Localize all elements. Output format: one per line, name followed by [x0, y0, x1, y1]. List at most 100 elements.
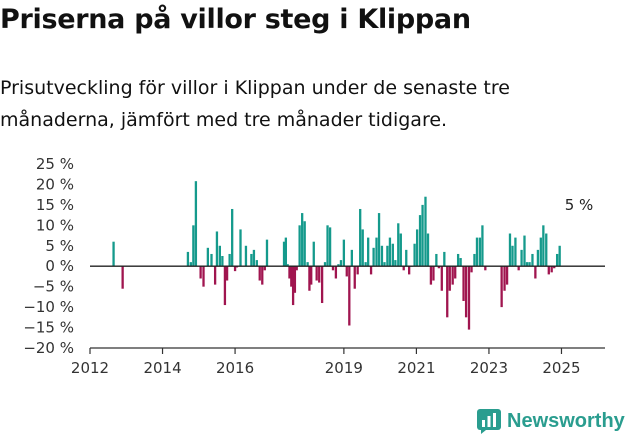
- y-tick-label: −5 %: [33, 278, 74, 296]
- bar: [478, 237, 482, 267]
- bar: [514, 237, 517, 267]
- bar: [542, 225, 545, 267]
- bar: [467, 266, 471, 330]
- bar: [225, 266, 229, 281]
- bar: [437, 266, 441, 269]
- y-tick-label: 15 %: [36, 196, 74, 214]
- x-tick-label: 2025: [542, 359, 580, 377]
- bar: [539, 237, 542, 267]
- bar: [255, 260, 258, 267]
- bar: [391, 243, 394, 267]
- bar: [531, 253, 534, 267]
- bar: [303, 221, 306, 267]
- bar: [202, 266, 205, 287]
- bar: [323, 262, 327, 267]
- bar: [402, 266, 405, 271]
- bar: [250, 253, 253, 267]
- bar: [380, 245, 384, 267]
- bar: [301, 213, 304, 267]
- y-tick-label: 10 %: [36, 216, 74, 234]
- bar: [440, 266, 443, 291]
- bar: [215, 231, 219, 267]
- bar: [448, 266, 451, 291]
- bar: [293, 266, 297, 293]
- bar: [558, 245, 561, 267]
- bar: [199, 266, 202, 279]
- bar: [312, 241, 315, 267]
- bar: [223, 266, 227, 306]
- y-tick-label: −10 %: [23, 298, 74, 316]
- last-value-annotation: 5 %: [565, 196, 594, 214]
- bar: [359, 208, 362, 267]
- y-tick-label: 5 %: [45, 237, 74, 255]
- bar: [399, 233, 402, 267]
- bar: [310, 266, 313, 285]
- bar: [547, 266, 550, 275]
- y-tick-label: 25 %: [36, 155, 74, 173]
- page-title: Priserna på villor steg i Klippan: [0, 4, 471, 35]
- bar: [328, 227, 332, 267]
- bar: [231, 208, 234, 267]
- bar: [326, 225, 329, 267]
- bar: [306, 262, 309, 267]
- x-tick-label: 2023: [470, 359, 508, 377]
- bar: [459, 258, 462, 267]
- x-tick-label: 2014: [143, 359, 181, 377]
- x-tick-label: 2012: [71, 359, 109, 377]
- bar: [342, 239, 346, 267]
- bar: [295, 266, 298, 271]
- bar: [364, 262, 367, 267]
- bar: [369, 266, 373, 275]
- x-tick-label: 2021: [397, 359, 435, 377]
- bar: [435, 253, 438, 267]
- bar: [481, 225, 484, 267]
- bar: [112, 241, 115, 267]
- bar: [331, 266, 335, 271]
- bar: [511, 245, 514, 267]
- bar: [206, 247, 210, 267]
- page-subtitle: Prisutveckling för villor i Klippan unde…: [0, 77, 510, 131]
- bar: [388, 237, 392, 267]
- y-axis: 25 % 20 % 15 % 10 % 5 % 0 % −5 % −10 % −15 % −20 …: [23, 155, 74, 357]
- y-tick-label: −15 %: [23, 319, 74, 337]
- x-tick-label: 2019: [325, 359, 363, 377]
- bar: [375, 237, 378, 267]
- bar: [210, 253, 213, 267]
- bar: [192, 225, 195, 267]
- bar: [337, 264, 340, 267]
- bar: [258, 266, 261, 281]
- bar: [550, 266, 553, 273]
- bar: [353, 266, 356, 289]
- price-change-bar-chart: 25 % 20 % 15 % 10 % 5 % 0 % −5 % −10 % −15 % −20 …: [23, 155, 605, 377]
- bar: [186, 251, 190, 267]
- bar: [239, 229, 242, 267]
- bar: [372, 247, 375, 267]
- bar: [356, 266, 359, 275]
- bar: [194, 181, 198, 267]
- bar: [415, 229, 419, 267]
- bar: [315, 266, 318, 281]
- bar: [451, 266, 454, 285]
- bar: [121, 266, 124, 289]
- bar: [228, 253, 231, 267]
- bar: [348, 266, 351, 326]
- bar: [503, 266, 506, 291]
- bar: [334, 266, 338, 279]
- bar: [545, 233, 548, 267]
- bar: [413, 243, 416, 267]
- bar: [383, 262, 386, 267]
- bar: [446, 266, 449, 318]
- bar: [265, 239, 269, 267]
- bar: [534, 266, 537, 279]
- bar: [345, 266, 348, 277]
- x-axis: 2012 2014 2016 2019 2021 2023 2025: [71, 347, 605, 377]
- bar: [553, 266, 556, 269]
- y-tick-label: 0 %: [45, 257, 74, 275]
- bar: [408, 266, 411, 275]
- bar: [218, 245, 221, 267]
- bar: [221, 256, 224, 267]
- bar: [484, 266, 487, 271]
- bar: [470, 266, 473, 273]
- bar: [424, 196, 427, 267]
- bar: [505, 266, 509, 285]
